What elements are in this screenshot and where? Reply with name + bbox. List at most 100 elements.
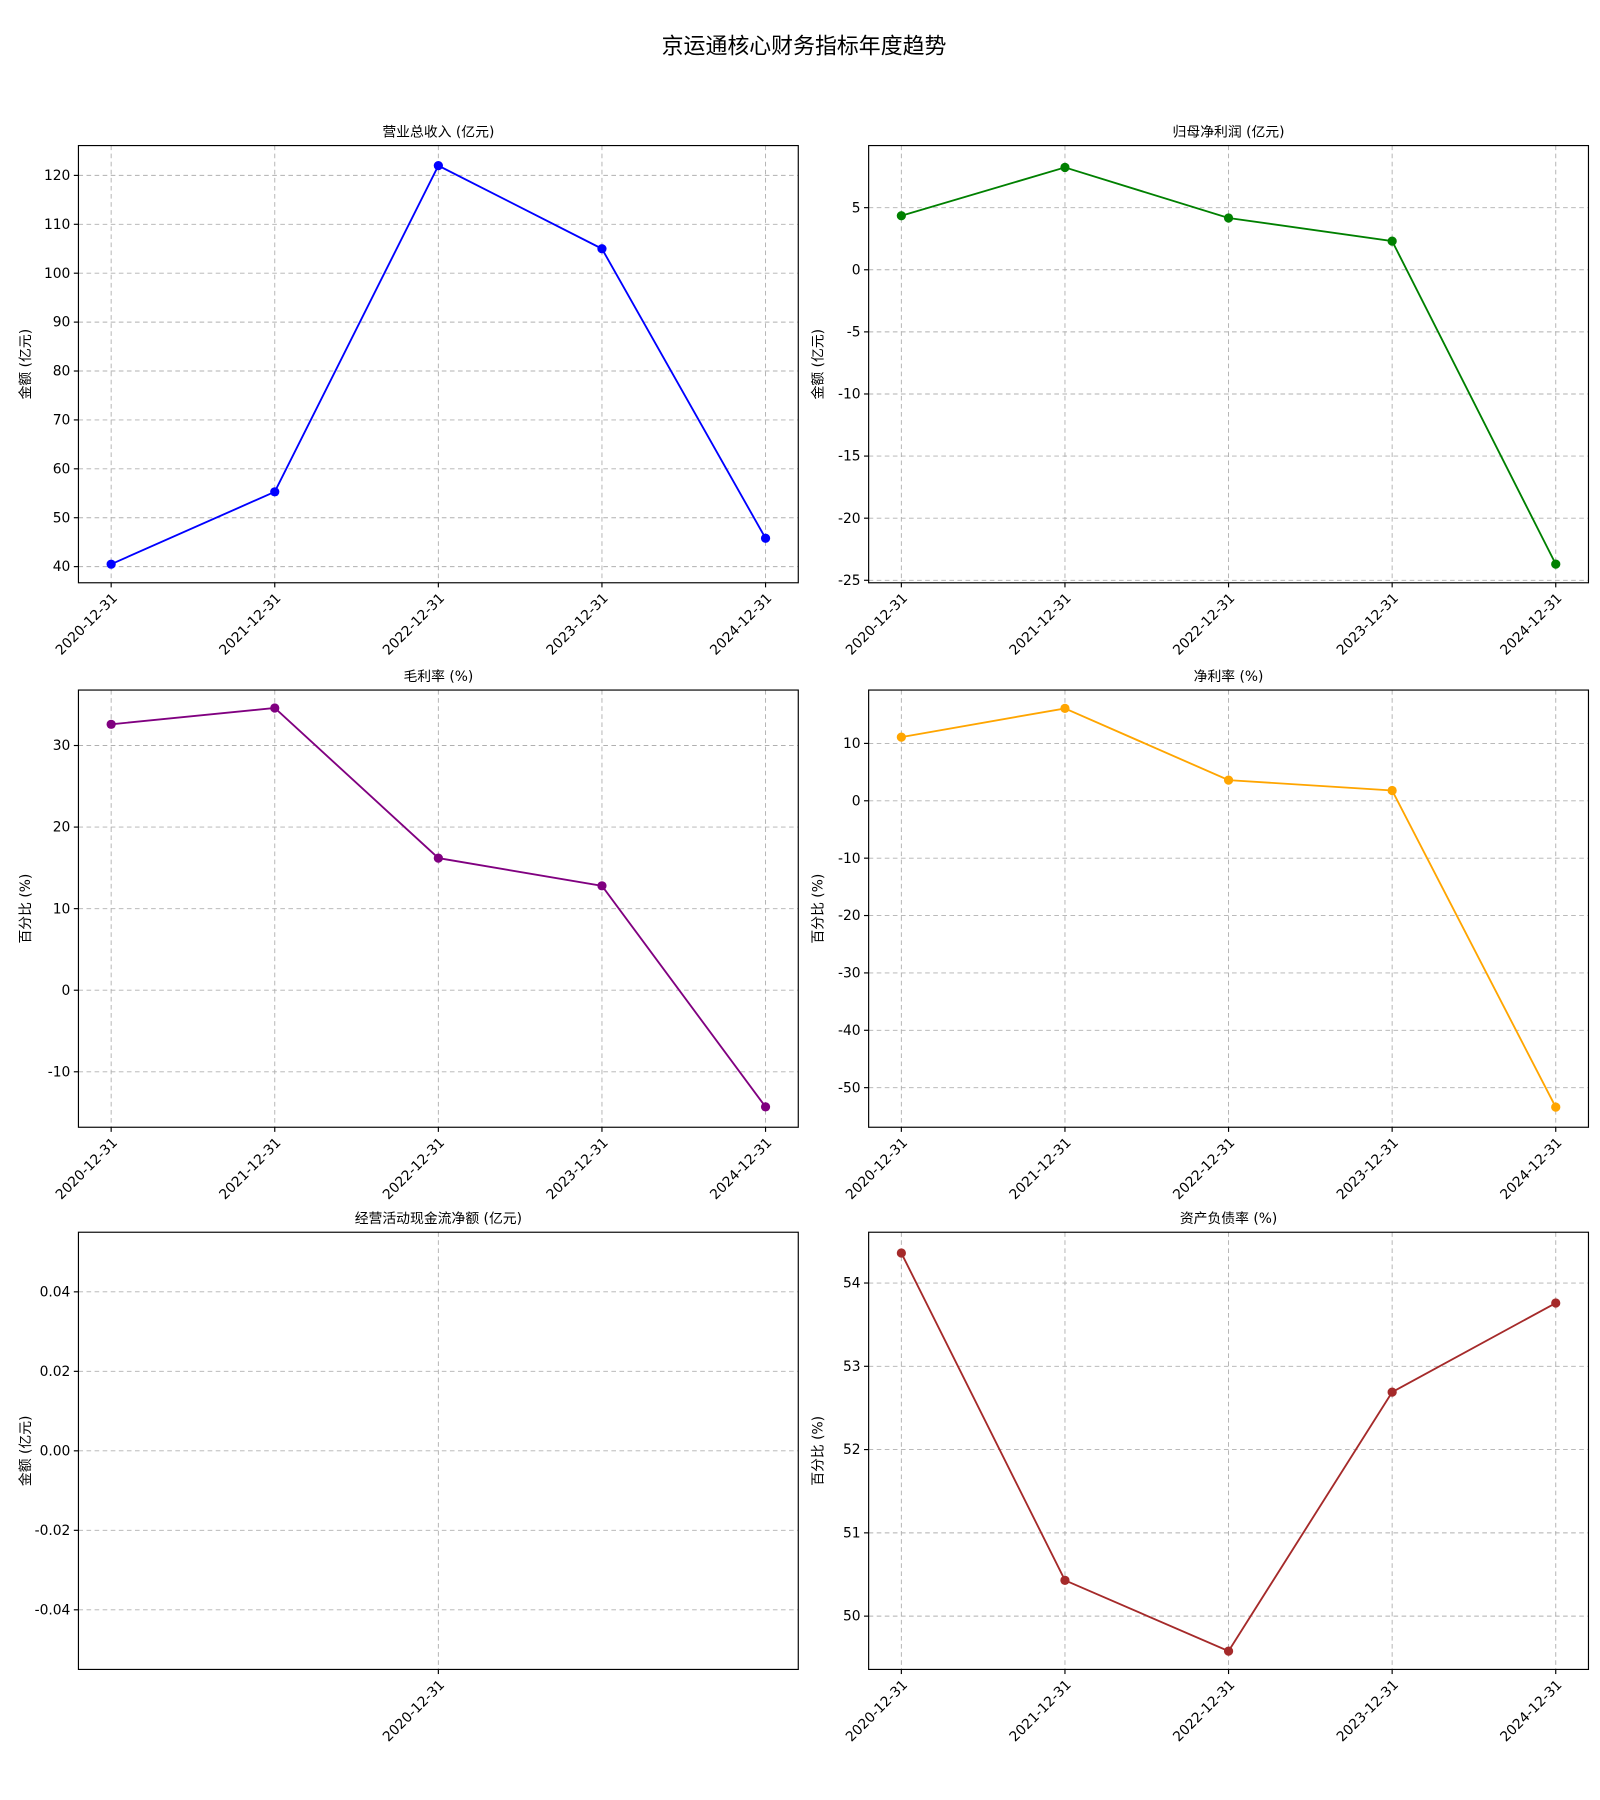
- data-point: [597, 244, 607, 254]
- y-tick-label: -25: [838, 573, 861, 589]
- x-tick-label: 2020-12-31: [843, 1677, 911, 1745]
- data-point: [1551, 1298, 1561, 1308]
- y-axis-label: 百分比 (%): [810, 1416, 826, 1486]
- data-point: [1223, 775, 1234, 785]
- data-point: [896, 732, 906, 742]
- subplot-title: 经营活动现金流净额 (亿元): [355, 1211, 522, 1227]
- y-tick-label: 5: [852, 200, 861, 216]
- y-axis-label: 百分比 (%): [810, 874, 826, 944]
- y-tick-label: -10: [838, 851, 861, 867]
- y-tick-label: -10: [48, 1064, 71, 1080]
- x-tick-label: 2022-12-31: [380, 1135, 448, 1203]
- x-tick-label: 2023-12-31: [1334, 1135, 1402, 1203]
- plot-frame: [77, 689, 799, 1128]
- y-axis-label: 百分比 (%): [18, 874, 34, 944]
- x-tick-label: 2020-12-31: [843, 590, 911, 658]
- x-tick-label: 2020-12-31: [380, 1677, 448, 1745]
- y-tick-label: 52: [843, 1442, 861, 1458]
- plot-frame: [868, 689, 1590, 1128]
- subplot-title: 归母净利润 (亿元): [1173, 123, 1285, 140]
- y-tick-label: -10: [838, 387, 861, 403]
- y-axis-label: 金额 (亿元): [18, 1416, 34, 1487]
- plot-frame: [868, 1231, 1590, 1671]
- y-tick-label: 51: [843, 1525, 861, 1541]
- data-point: [896, 211, 906, 221]
- data-point: [1223, 1646, 1234, 1656]
- y-tick-label: -5: [847, 324, 861, 340]
- x-tick-label: 2020-12-31: [53, 1135, 121, 1203]
- data-point: [1551, 1102, 1561, 1112]
- plot-frame: [868, 144, 1590, 584]
- x-tick-label: 2020-12-31: [53, 590, 121, 658]
- x-tick-label: 2021-12-31: [216, 1135, 284, 1203]
- plot-frame: [77, 1231, 799, 1671]
- data-point: [1060, 1575, 1070, 1585]
- y-tick-label: 0.02: [40, 1364, 71, 1380]
- data-point: [760, 1102, 771, 1112]
- y-tick-label: 90: [53, 315, 71, 331]
- y-tick-label: 70: [53, 413, 71, 429]
- data-point: [106, 719, 116, 729]
- y-tick-label: -0.02: [35, 1523, 71, 1539]
- data-point: [1387, 785, 1397, 796]
- x-tick-label: 2022-12-31: [380, 590, 448, 658]
- subplot-title: 资产负债率 (%): [1180, 1210, 1277, 1227]
- plot-frame: [77, 144, 799, 584]
- x-tick-label: 2024-12-31: [1497, 590, 1565, 658]
- y-tick-label: 10: [53, 901, 71, 917]
- y-axis-label: 金额 (亿元): [810, 329, 826, 400]
- x-tick-label: 2023-12-31: [1334, 590, 1402, 658]
- x-tick-label: 2023-12-31: [1334, 1677, 1402, 1745]
- x-tick-label: 2024-12-31: [707, 590, 775, 658]
- y-axis-label: 金额 (亿元): [18, 329, 34, 400]
- data-point: [106, 559, 116, 569]
- y-tick-label: -15: [838, 449, 861, 465]
- data-point: [896, 1248, 906, 1258]
- data-point: [1387, 236, 1397, 246]
- x-tick-label: 2020-12-31: [843, 1135, 911, 1203]
- data-point: [1387, 1387, 1397, 1397]
- y-tick-label: 110: [44, 217, 70, 233]
- x-tick-label: 2021-12-31: [1007, 590, 1075, 658]
- y-tick-label: 0.04: [40, 1284, 71, 1300]
- y-tick-label: -30: [838, 966, 861, 982]
- y-tick-label: 53: [843, 1359, 861, 1375]
- y-tick-label: 0: [62, 983, 71, 999]
- x-tick-label: 2022-12-31: [1170, 590, 1238, 658]
- subplot-title: 营业总收入 (亿元): [382, 124, 494, 140]
- data-point: [760, 533, 771, 543]
- subplot-title: 净利率 (%): [1194, 668, 1264, 685]
- y-tick-label: -20: [838, 511, 861, 527]
- x-tick-label: 2021-12-31: [1007, 1677, 1075, 1745]
- y-tick-label: 50: [53, 510, 71, 526]
- data-point: [1060, 162, 1070, 173]
- y-tick-label: 0: [852, 793, 861, 809]
- figure-title: 京运通核心财务指标年度趋势: [662, 34, 947, 59]
- data-point: [1060, 703, 1070, 714]
- data-point: [597, 881, 607, 891]
- y-tick-label: 50: [843, 1609, 861, 1625]
- y-tick-label: 80: [53, 364, 71, 380]
- x-tick-label: 2022-12-31: [1170, 1677, 1238, 1745]
- y-tick-label: 10: [843, 736, 861, 752]
- x-tick-label: 2024-12-31: [1497, 1677, 1565, 1745]
- data-point: [270, 703, 280, 713]
- x-tick-label: 2024-12-31: [1497, 1135, 1565, 1203]
- x-tick-label: 2023-12-31: [544, 590, 612, 658]
- y-tick-label: -0.04: [35, 1602, 71, 1618]
- y-tick-label: -50: [838, 1080, 861, 1096]
- y-tick-label: 100: [44, 266, 70, 282]
- data-point: [270, 487, 280, 497]
- data-point: [1551, 559, 1561, 569]
- data-point: [1223, 213, 1234, 223]
- x-tick-label: 2022-12-31: [1170, 1135, 1238, 1203]
- x-tick-label: 2021-12-31: [1007, 1135, 1075, 1203]
- y-tick-label: 60: [53, 461, 71, 477]
- y-tick-label: 40: [53, 559, 71, 575]
- x-tick-label: 2024-12-31: [707, 1135, 775, 1203]
- data-point: [433, 161, 443, 171]
- y-tick-label: -20: [838, 908, 861, 924]
- subplot-title: 毛利率 (%): [403, 668, 473, 685]
- y-tick-label: 0: [852, 262, 861, 278]
